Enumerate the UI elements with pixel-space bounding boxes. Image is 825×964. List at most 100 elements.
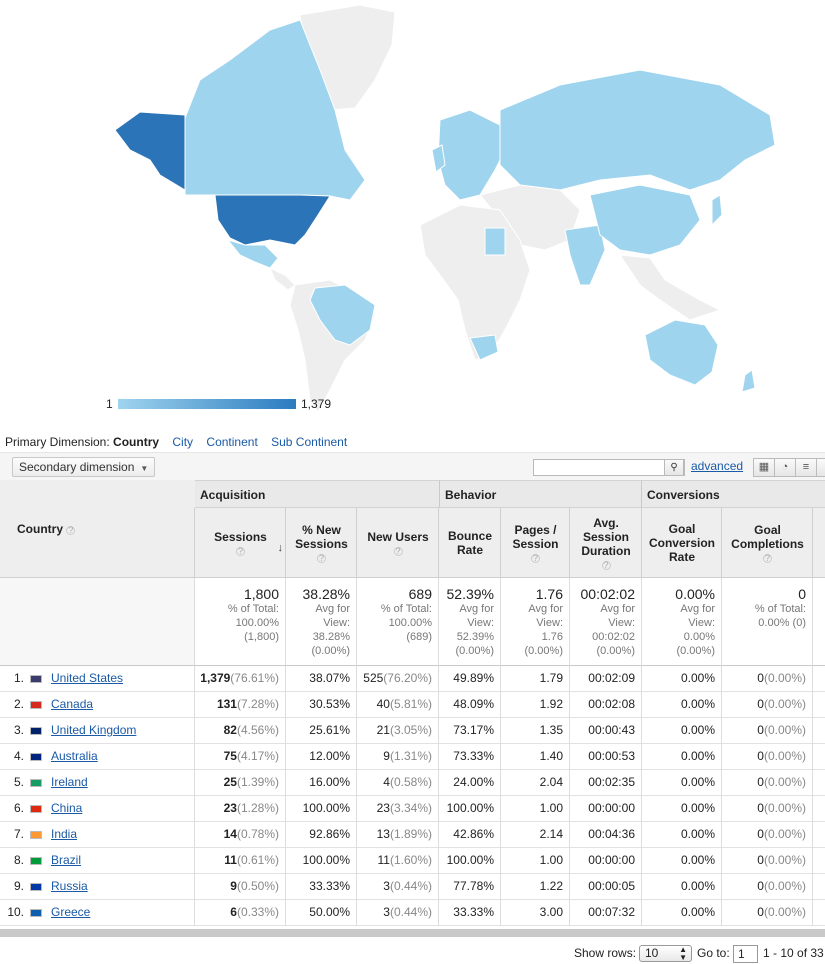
cell-new-users: 13(1.89%) xyxy=(356,822,439,848)
cell-value: 0 xyxy=(757,827,764,841)
country-link[interactable]: Russia xyxy=(51,879,88,893)
totals-label-cell xyxy=(0,578,195,666)
cell-new-sessions: 100.00% xyxy=(285,796,357,822)
country-link[interactable]: United Kingdom xyxy=(51,723,137,737)
advanced-filter-link[interactable]: advanced xyxy=(691,459,744,473)
dimension-link-sub-continent[interactable]: Sub Continent xyxy=(271,435,348,449)
total-sub: (0.00%) xyxy=(596,645,635,657)
country-link[interactable]: United States xyxy=(51,671,124,685)
cell-sessions: 11(0.61%) xyxy=(194,848,286,874)
cell-more xyxy=(812,744,825,770)
cell-percent: (0.00%) xyxy=(763,749,806,763)
cell-percent: (4.17%) xyxy=(236,749,279,763)
goal-conv-header-2: Conversion xyxy=(648,535,715,550)
column-header-country[interactable]: Country ? xyxy=(0,480,195,578)
country-link[interactable]: Brazil xyxy=(51,853,82,867)
cell-new-users: 21(3.05%) xyxy=(356,718,439,744)
show-rows-select[interactable]: 10 ▲ ▼ xyxy=(639,945,692,962)
total-goal-conv-value: 0.00% xyxy=(675,586,715,602)
horizontal-scrollbar[interactable] xyxy=(0,929,825,937)
search-icon[interactable]: ⚲ xyxy=(664,459,684,476)
comparison-view-icon[interactable]: | xyxy=(816,458,825,477)
column-header-bounce-rate[interactable]: Bounce Rate xyxy=(438,508,501,578)
column-header-goal-completions[interactable]: Goal Completions? xyxy=(721,508,813,578)
secondary-dimension-label: Secondary dimension xyxy=(19,460,135,474)
flag-icon xyxy=(30,909,42,917)
column-header-new-sessions[interactable]: % New Sessions? xyxy=(285,508,357,578)
total-duration-value: 00:02:02 xyxy=(580,586,636,602)
cell-value: 0 xyxy=(757,801,764,815)
cell-sessions: 14(0.78%) xyxy=(194,822,286,848)
duration-header-1: Avg. xyxy=(593,515,619,530)
cell-percent: (0.00%) xyxy=(763,671,806,685)
cell-goal-conversion: 0.00% xyxy=(641,744,722,770)
cell-value: 25 xyxy=(223,775,237,789)
legend-gradient xyxy=(118,399,296,409)
total-sub: Avg for xyxy=(680,603,715,615)
row-number: 5. xyxy=(13,775,24,789)
cell-value: 0.00% xyxy=(680,801,715,815)
cell-percent: (0.50%) xyxy=(236,879,279,893)
total-sessions: 1,800% of Total: 100.00% (1,800) xyxy=(194,578,286,666)
cell-value: 0.00% xyxy=(680,905,715,919)
pages-header-2: Session xyxy=(512,536,559,551)
cell-avg-duration: 00:02:09 xyxy=(569,666,642,692)
performance-view-icon[interactable]: ≡ xyxy=(795,458,817,477)
help-icon[interactable]: ? xyxy=(601,559,611,570)
cell-value: 2.14 xyxy=(539,827,563,841)
cell-bounce-rate: 42.86% xyxy=(438,822,501,848)
cell-percent: (0.61%) xyxy=(236,853,279,867)
country-link[interactable]: Australia xyxy=(51,749,98,763)
total-bounce-value: 52.39% xyxy=(446,586,494,602)
cell-percent: (3.05%) xyxy=(389,723,432,737)
dimension-link-city[interactable]: City xyxy=(172,435,194,449)
cell-new-sessions: 33.33% xyxy=(285,874,357,900)
column-header-sessions[interactable]: Sessions? ↓ xyxy=(194,508,286,578)
cell-goal-conversion: 0.00% xyxy=(641,718,722,744)
country-link[interactable]: China xyxy=(51,801,83,815)
country-link[interactable]: Greece xyxy=(51,905,91,919)
column-header-goal-conversion[interactable]: Goal Conversion Rate xyxy=(641,508,722,578)
cell-sessions: 25(1.39%) xyxy=(194,770,286,796)
new-users-header-label: New Users xyxy=(367,529,429,544)
cell-bounce-rate: 24.00% xyxy=(438,770,501,796)
help-icon[interactable]: ? xyxy=(763,552,772,563)
table-search-input[interactable]: ⚲ xyxy=(533,459,685,476)
cell-new-sessions: 100.00% xyxy=(285,848,357,874)
cell-bounce-rate: 100.00% xyxy=(438,796,501,822)
cell-goal-completions: 0(0.00%) xyxy=(721,848,813,874)
help-icon[interactable]: ? xyxy=(393,545,403,556)
cell-value: 0.00% xyxy=(680,827,715,841)
column-header-new-users[interactable]: New Users? xyxy=(356,508,439,578)
table-view-icon[interactable]: ▦ xyxy=(753,458,775,477)
help-icon[interactable]: ? xyxy=(236,545,245,556)
world-map[interactable]: 1 1,379 xyxy=(0,0,825,428)
column-header-avg-duration[interactable]: Avg. Session Duration? xyxy=(569,508,642,578)
dimension-link-continent[interactable]: Continent xyxy=(206,435,258,449)
flag-icon xyxy=(30,831,42,839)
help-icon[interactable]: ? xyxy=(531,552,540,563)
column-header-pages-session[interactable]: Pages / Session? xyxy=(500,508,570,578)
country-link[interactable]: Ireland xyxy=(51,775,88,789)
primary-dimension-bar: Primary Dimension: Country City Continen… xyxy=(5,435,347,449)
cell-value: 0.00% xyxy=(680,723,715,737)
country-link[interactable]: India xyxy=(51,827,78,841)
cell-avg-duration: 00:00:43 xyxy=(569,718,642,744)
cell-avg-duration: 00:00:00 xyxy=(569,848,642,874)
secondary-dimension-dropdown[interactable]: Secondary dimension ▼ xyxy=(12,457,156,477)
cell-value: 6 xyxy=(230,905,237,919)
cell-percent: (7.28%) xyxy=(236,697,279,711)
country-link[interactable]: Canada xyxy=(51,697,94,711)
help-icon[interactable]: ? xyxy=(317,552,326,563)
goto-input[interactable]: 1 xyxy=(733,945,758,963)
cell-pages-session: 1.79 xyxy=(500,666,570,692)
cell-new-users: 525(76.20%) xyxy=(356,666,439,692)
cell-value: 0.00% xyxy=(680,775,715,789)
pie-view-icon[interactable]: ◔ xyxy=(774,458,796,477)
show-rows-value: 10 xyxy=(645,946,659,960)
cell-pages-session: 1.00 xyxy=(500,848,570,874)
cell-value: 0 xyxy=(757,853,764,867)
group-header-behavior: Behavior xyxy=(439,480,642,508)
help-icon[interactable]: ? xyxy=(66,524,76,535)
total-goal-conversion: 0.00% Avg for View: 0.00% (0.00%) xyxy=(641,578,722,666)
